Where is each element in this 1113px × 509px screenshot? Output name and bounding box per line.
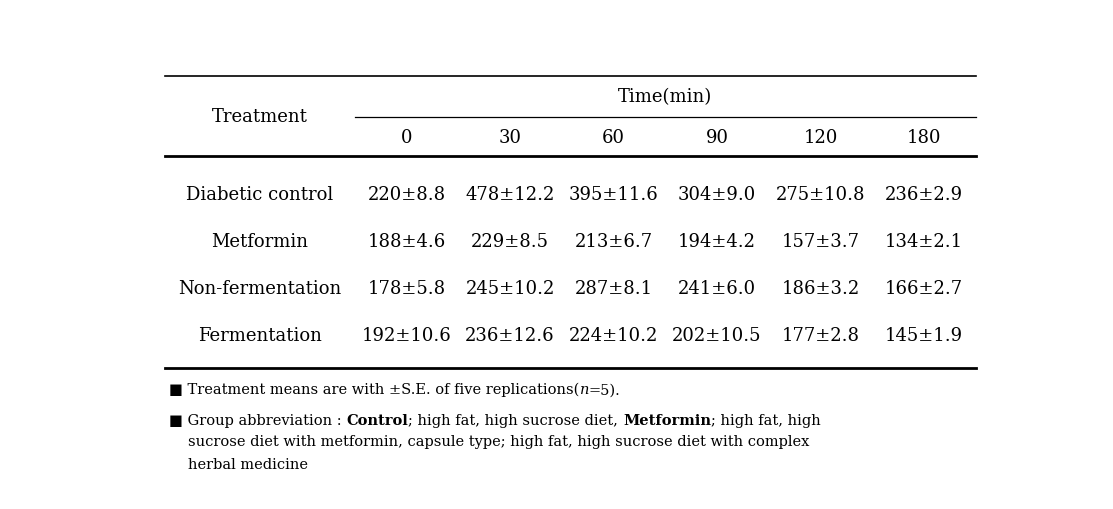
Text: 395±11.6: 395±11.6 xyxy=(569,185,659,203)
Text: =5).: =5). xyxy=(589,383,621,397)
Text: 245±10.2: 245±10.2 xyxy=(465,279,554,297)
Text: 478±12.2: 478±12.2 xyxy=(465,185,554,203)
Text: 220±8.8: 220±8.8 xyxy=(367,185,445,203)
Text: 90: 90 xyxy=(706,129,729,147)
Text: ; high fat, high sucrose diet,: ; high fat, high sucrose diet, xyxy=(408,413,623,427)
Text: Time(min): Time(min) xyxy=(618,89,712,106)
Text: 120: 120 xyxy=(804,129,838,147)
Text: 134±2.1: 134±2.1 xyxy=(885,233,963,250)
Text: 202±10.5: 202±10.5 xyxy=(672,326,761,345)
Text: ■ Group abbreviation :: ■ Group abbreviation : xyxy=(169,413,346,427)
Text: 236±2.9: 236±2.9 xyxy=(885,185,963,203)
Text: 157±3.7: 157±3.7 xyxy=(781,233,859,250)
Text: Control: Control xyxy=(346,413,408,427)
Text: Metformin: Metformin xyxy=(623,413,711,427)
Text: 177±2.8: 177±2.8 xyxy=(781,326,859,345)
Text: 192±10.6: 192±10.6 xyxy=(362,326,452,345)
Text: 30: 30 xyxy=(499,129,522,147)
Text: 0: 0 xyxy=(401,129,412,147)
Text: 287±8.1: 287±8.1 xyxy=(574,279,652,297)
Text: ■ Treatment means are with ±S.E. of five replications(: ■ Treatment means are with ±S.E. of five… xyxy=(169,382,580,397)
Text: Metformin: Metformin xyxy=(211,233,308,250)
Text: ; high fat, high: ; high fat, high xyxy=(711,413,820,427)
Text: n: n xyxy=(580,383,589,397)
Text: Diabetic control: Diabetic control xyxy=(186,185,334,203)
Text: 188±4.6: 188±4.6 xyxy=(367,233,445,250)
Text: 194±4.2: 194±4.2 xyxy=(678,233,756,250)
Text: 60: 60 xyxy=(602,129,626,147)
Text: 229±8.5: 229±8.5 xyxy=(471,233,549,250)
Text: sucrose diet with metformin, capsule type; high fat, high sucrose diet with comp: sucrose diet with metformin, capsule typ… xyxy=(188,434,809,448)
Text: 166±2.7: 166±2.7 xyxy=(885,279,963,297)
Text: 224±10.2: 224±10.2 xyxy=(569,326,658,345)
Text: 213±6.7: 213±6.7 xyxy=(574,233,652,250)
Text: Non-fermentation: Non-fermentation xyxy=(178,279,342,297)
Text: 275±10.8: 275±10.8 xyxy=(776,185,865,203)
Text: 180: 180 xyxy=(907,129,942,147)
Text: 145±1.9: 145±1.9 xyxy=(885,326,963,345)
Text: 236±12.6: 236±12.6 xyxy=(465,326,555,345)
Text: Fermentation: Fermentation xyxy=(198,326,322,345)
Text: 178±5.8: 178±5.8 xyxy=(367,279,445,297)
Text: herbal medicine: herbal medicine xyxy=(188,457,308,471)
Text: 304±9.0: 304±9.0 xyxy=(678,185,756,203)
Text: Treatment: Treatment xyxy=(211,108,308,126)
Text: 241±6.0: 241±6.0 xyxy=(678,279,756,297)
Text: 186±3.2: 186±3.2 xyxy=(781,279,859,297)
